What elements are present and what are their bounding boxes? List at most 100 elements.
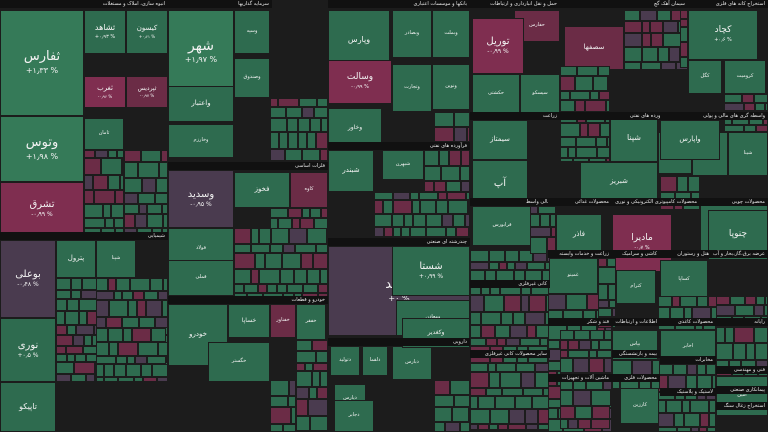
stock-tile[interactable]: کروميت	[724, 60, 766, 94]
small-stock-tile[interactable]	[307, 228, 327, 244]
small-stock-tile[interactable]	[393, 192, 410, 200]
small-stock-tile[interactable]	[591, 419, 610, 429]
small-stock-tile[interactable]	[470, 388, 486, 396]
stock-tile[interactable]: سصفها	[564, 26, 624, 70]
small-stock-tile[interactable]	[95, 150, 108, 158]
small-stock-tile[interactable]	[296, 340, 312, 351]
small-stock-tile[interactable]	[104, 364, 114, 377]
small-stock-tile[interactable]	[599, 91, 610, 100]
small-stock-tile[interactable]	[155, 317, 168, 328]
small-stock-tile[interactable]	[291, 407, 296, 424]
small-stock-tile[interactable]	[657, 10, 671, 21]
small-stock-tile[interactable]	[79, 311, 87, 325]
small-stock-tile[interactable]	[560, 390, 573, 406]
small-stock-tile[interactable]	[279, 132, 288, 149]
small-stock-tile[interactable]	[286, 107, 302, 118]
small-stock-tile[interactable]	[509, 409, 525, 424]
small-stock-tile[interactable]	[470, 409, 490, 424]
small-stock-tile[interactable]	[434, 380, 450, 395]
small-stock-tile[interactable]	[641, 62, 661, 70]
stock-tile[interactable]: وصندوق	[234, 58, 270, 98]
small-stock-tile[interactable]	[599, 340, 612, 350]
stock-tile[interactable]: خفناور	[270, 304, 296, 338]
small-stock-tile[interactable]	[270, 149, 285, 161]
small-stock-tile[interactable]	[295, 244, 316, 253]
small-stock-tile[interactable]	[470, 372, 489, 388]
small-stock-tile[interactable]	[579, 340, 591, 350]
small-stock-tile[interactable]	[84, 175, 93, 190]
small-stock-tile[interactable]	[296, 416, 310, 431]
small-stock-tile[interactable]	[716, 305, 735, 316]
small-stock-tile[interactable]	[96, 278, 108, 291]
stock-tile[interactable]: غمینو	[548, 258, 598, 294]
small-stock-tile[interactable]	[307, 132, 316, 149]
small-stock-tile[interactable]	[755, 343, 768, 360]
small-stock-tile[interactable]	[507, 262, 515, 270]
small-stock-tile[interactable]	[519, 250, 533, 262]
small-stock-tile[interactable]	[434, 127, 454, 142]
small-stock-tile[interactable]	[96, 328, 108, 342]
small-stock-tile[interactable]	[520, 338, 540, 346]
small-stock-tile[interactable]	[434, 181, 446, 192]
small-stock-tile[interactable]	[288, 132, 298, 149]
small-stock-tile[interactable]	[114, 291, 122, 300]
stock-tile[interactable]: شستا +۰٫۹۹ %	[392, 246, 470, 296]
small-stock-tile[interactable]	[392, 214, 404, 227]
small-stock-tile[interactable]	[76, 325, 94, 335]
small-stock-tile[interactable]	[127, 356, 135, 364]
small-stock-tile[interactable]	[434, 112, 454, 127]
small-stock-tile[interactable]	[138, 193, 155, 204]
small-stock-tile[interactable]	[270, 244, 283, 253]
small-stock-tile[interactable]	[283, 424, 296, 432]
small-stock-tile[interactable]	[608, 284, 616, 300]
small-stock-tile[interactable]	[467, 127, 470, 142]
small-stock-tile[interactable]	[560, 100, 575, 112]
small-stock-tile[interactable]	[393, 200, 412, 214]
small-stock-tile[interactable]	[764, 305, 768, 316]
small-stock-tile[interactable]	[592, 406, 610, 419]
small-stock-tile[interactable]	[495, 325, 510, 338]
small-stock-tile[interactable]	[465, 214, 470, 227]
small-stock-tile[interactable]	[393, 227, 401, 237]
small-stock-tile[interactable]	[560, 123, 580, 137]
stock-tile[interactable]: توریل -۰٫۹۹ %	[472, 18, 524, 74]
small-stock-tile[interactable]	[137, 300, 146, 317]
small-stock-tile[interactable]	[251, 228, 259, 244]
small-stock-tile[interactable]	[123, 328, 132, 342]
small-stock-tile[interactable]	[624, 62, 641, 70]
small-stock-tile[interactable]	[454, 127, 467, 142]
small-stock-tile[interactable]	[96, 364, 104, 377]
small-stock-tile[interactable]	[138, 342, 158, 356]
small-stock-tile[interactable]	[604, 330, 612, 340]
small-stock-tile[interactable]	[434, 407, 452, 422]
small-stock-tile[interactable]	[597, 147, 610, 158]
small-stock-tile[interactable]	[93, 175, 108, 190]
small-stock-tile[interactable]	[270, 132, 279, 149]
small-stock-tile[interactable]	[139, 317, 155, 328]
small-stock-tile[interactable]	[147, 204, 162, 214]
small-stock-tile[interactable]	[604, 358, 612, 373]
small-stock-tile[interactable]	[122, 291, 133, 300]
small-stock-tile[interactable]	[568, 419, 578, 429]
small-stock-tile[interactable]	[481, 325, 495, 338]
small-stock-tile[interactable]	[461, 150, 470, 166]
small-stock-tile[interactable]	[575, 100, 585, 112]
small-stock-tile[interactable]	[484, 295, 504, 312]
small-stock-tile[interactable]	[598, 66, 610, 76]
small-stock-tile[interactable]	[56, 311, 65, 325]
small-stock-tile[interactable]	[470, 363, 488, 372]
small-stock-tile[interactable]	[504, 295, 521, 312]
small-stock-tile[interactable]	[506, 338, 520, 346]
small-stock-tile[interactable]	[283, 244, 295, 253]
small-stock-tile[interactable]	[481, 312, 501, 325]
small-stock-tile[interactable]	[663, 21, 678, 33]
small-stock-tile[interactable]	[106, 317, 122, 328]
small-stock-tile[interactable]	[470, 262, 489, 270]
small-stock-tile[interactable]	[486, 338, 497, 346]
small-stock-tile[interactable]	[680, 296, 697, 307]
small-stock-tile[interactable]	[598, 258, 607, 267]
small-stock-tile[interactable]	[730, 296, 745, 305]
stock-tile[interactable]: فملی	[168, 260, 234, 296]
small-stock-tile[interactable]	[489, 262, 499, 270]
small-stock-tile[interactable]	[298, 132, 307, 149]
